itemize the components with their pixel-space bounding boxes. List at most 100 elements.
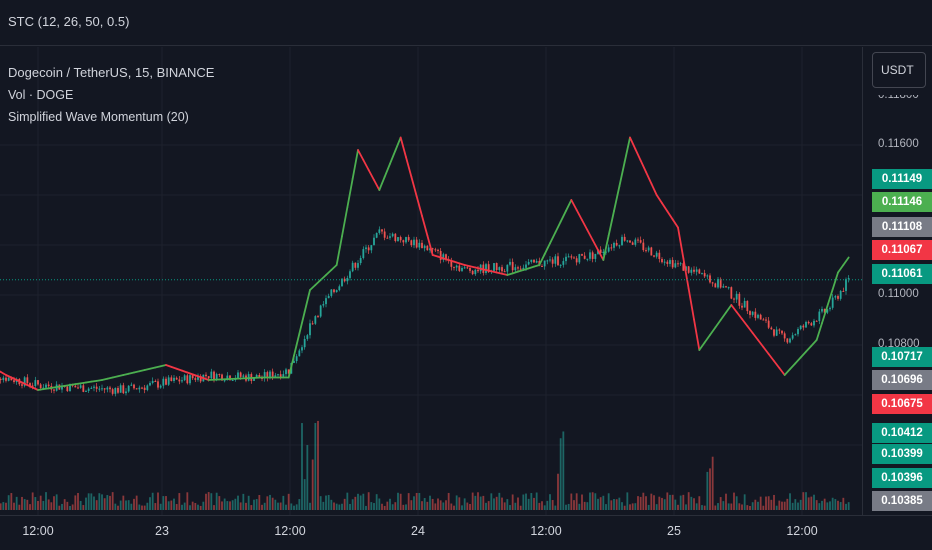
candle: [671, 260, 674, 268]
volume-bar: [410, 500, 413, 510]
candle: [258, 375, 261, 378]
candle: [586, 258, 589, 260]
volume-bar: [477, 492, 479, 510]
volume-bar: [567, 503, 570, 510]
volume-bar: [42, 500, 45, 510]
wave-segment: [394, 136, 402, 152]
wave-segment: [122, 372, 130, 376]
candle: [594, 253, 597, 259]
wave-segment: [415, 195, 423, 217]
volume-bar: [354, 496, 357, 510]
wave-segment: [447, 259, 455, 263]
candle: [535, 261, 538, 263]
candle: [125, 391, 127, 394]
volume-bar: [143, 505, 146, 510]
candle: [306, 335, 309, 339]
price-tag: 0.10385: [872, 491, 932, 511]
volume-bar: [802, 492, 805, 510]
volume-bar: [706, 471, 709, 510]
indicator-title[interactable]: STC (12, 26, 50, 0.5): [8, 14, 130, 29]
wave-segment: [725, 304, 733, 314]
volume-bar: [317, 420, 319, 510]
candle: [802, 325, 805, 328]
candle: [626, 240, 629, 242]
volume-bar: [210, 493, 213, 510]
volume-bar: [255, 499, 258, 510]
volume-bar: [765, 496, 767, 510]
wave-segment: [741, 318, 749, 327]
candle: [157, 381, 159, 388]
volume-bar: [7, 495, 10, 510]
time-tick: 12:00: [786, 524, 818, 538]
candle: [469, 268, 471, 271]
candle: [826, 309, 829, 313]
wave-segment: [597, 249, 605, 261]
volume-bar: [578, 503, 581, 510]
volume-bar: [509, 505, 511, 510]
volume-bar: [471, 492, 474, 510]
price-tag: 0.11146: [872, 192, 932, 212]
volume-bar: [271, 497, 274, 510]
volume-bar: [157, 492, 159, 510]
study-label[interactable]: Simplified Wave Momentum (20): [8, 110, 189, 124]
candle: [370, 245, 373, 251]
volume-bar: [74, 495, 77, 510]
candle: [727, 287, 730, 289]
volume-bar: [717, 503, 719, 510]
candle: [725, 286, 727, 288]
candle: [637, 239, 639, 241]
volume-bar: [834, 499, 837, 510]
symbol-label[interactable]: Dogecoin / TetherUS, 15, BINANCE: [8, 65, 215, 80]
volume-bar: [298, 499, 301, 510]
candle: [10, 377, 13, 381]
volume-bar: [407, 493, 410, 510]
candle: [647, 247, 650, 251]
volume-bar: [247, 495, 250, 510]
wave-segment: [565, 199, 573, 212]
wave-segment: [469, 265, 477, 269]
volume-bar: [287, 493, 290, 510]
volume-bar: [159, 503, 162, 510]
candle: [391, 233, 394, 237]
volume-bar: [677, 504, 679, 510]
volume-bar: [575, 493, 578, 510]
volume-bar: [618, 497, 621, 510]
candlestick-chart[interactable]: [0, 0, 862, 515]
volume-bar: [589, 492, 591, 510]
volume-bar: [498, 492, 501, 510]
volume-bar: [647, 504, 650, 510]
volume-bar: [202, 501, 205, 510]
candle: [831, 297, 834, 308]
candle: [82, 385, 85, 392]
volume-bar: [642, 492, 645, 510]
candle: [610, 247, 613, 249]
candle: [570, 256, 573, 258]
currency-button[interactable]: USDT: [872, 52, 926, 88]
candle: [847, 278, 850, 280]
volume-bar: [237, 495, 239, 510]
wave-segment: [501, 272, 509, 276]
wave-segment: [453, 260, 461, 265]
volume-bar: [479, 496, 482, 510]
volume-bar: [39, 495, 42, 510]
candle: [335, 290, 338, 293]
volume-bar: [674, 499, 677, 510]
wave-segment: [671, 218, 679, 229]
candle: [714, 283, 717, 288]
time-axis[interactable]: 12:00 23 12:00 24 12:00 25 12:00: [0, 515, 932, 550]
candle: [719, 278, 722, 288]
price-axis[interactable]: [862, 47, 932, 515]
volume-bar: [482, 495, 485, 510]
volume-bar: [55, 494, 58, 510]
candle: [522, 267, 525, 270]
candle: [453, 266, 455, 268]
volume-bar: [269, 494, 271, 510]
candle: [365, 247, 367, 250]
candle: [117, 387, 119, 393]
volume-bar: [837, 500, 839, 510]
wave-segment: [101, 377, 109, 381]
volume-label[interactable]: Vol · DOGE: [8, 88, 74, 102]
volume-bar: [122, 495, 125, 510]
time-tick: 25: [667, 524, 681, 538]
volume-bar: [722, 501, 725, 510]
